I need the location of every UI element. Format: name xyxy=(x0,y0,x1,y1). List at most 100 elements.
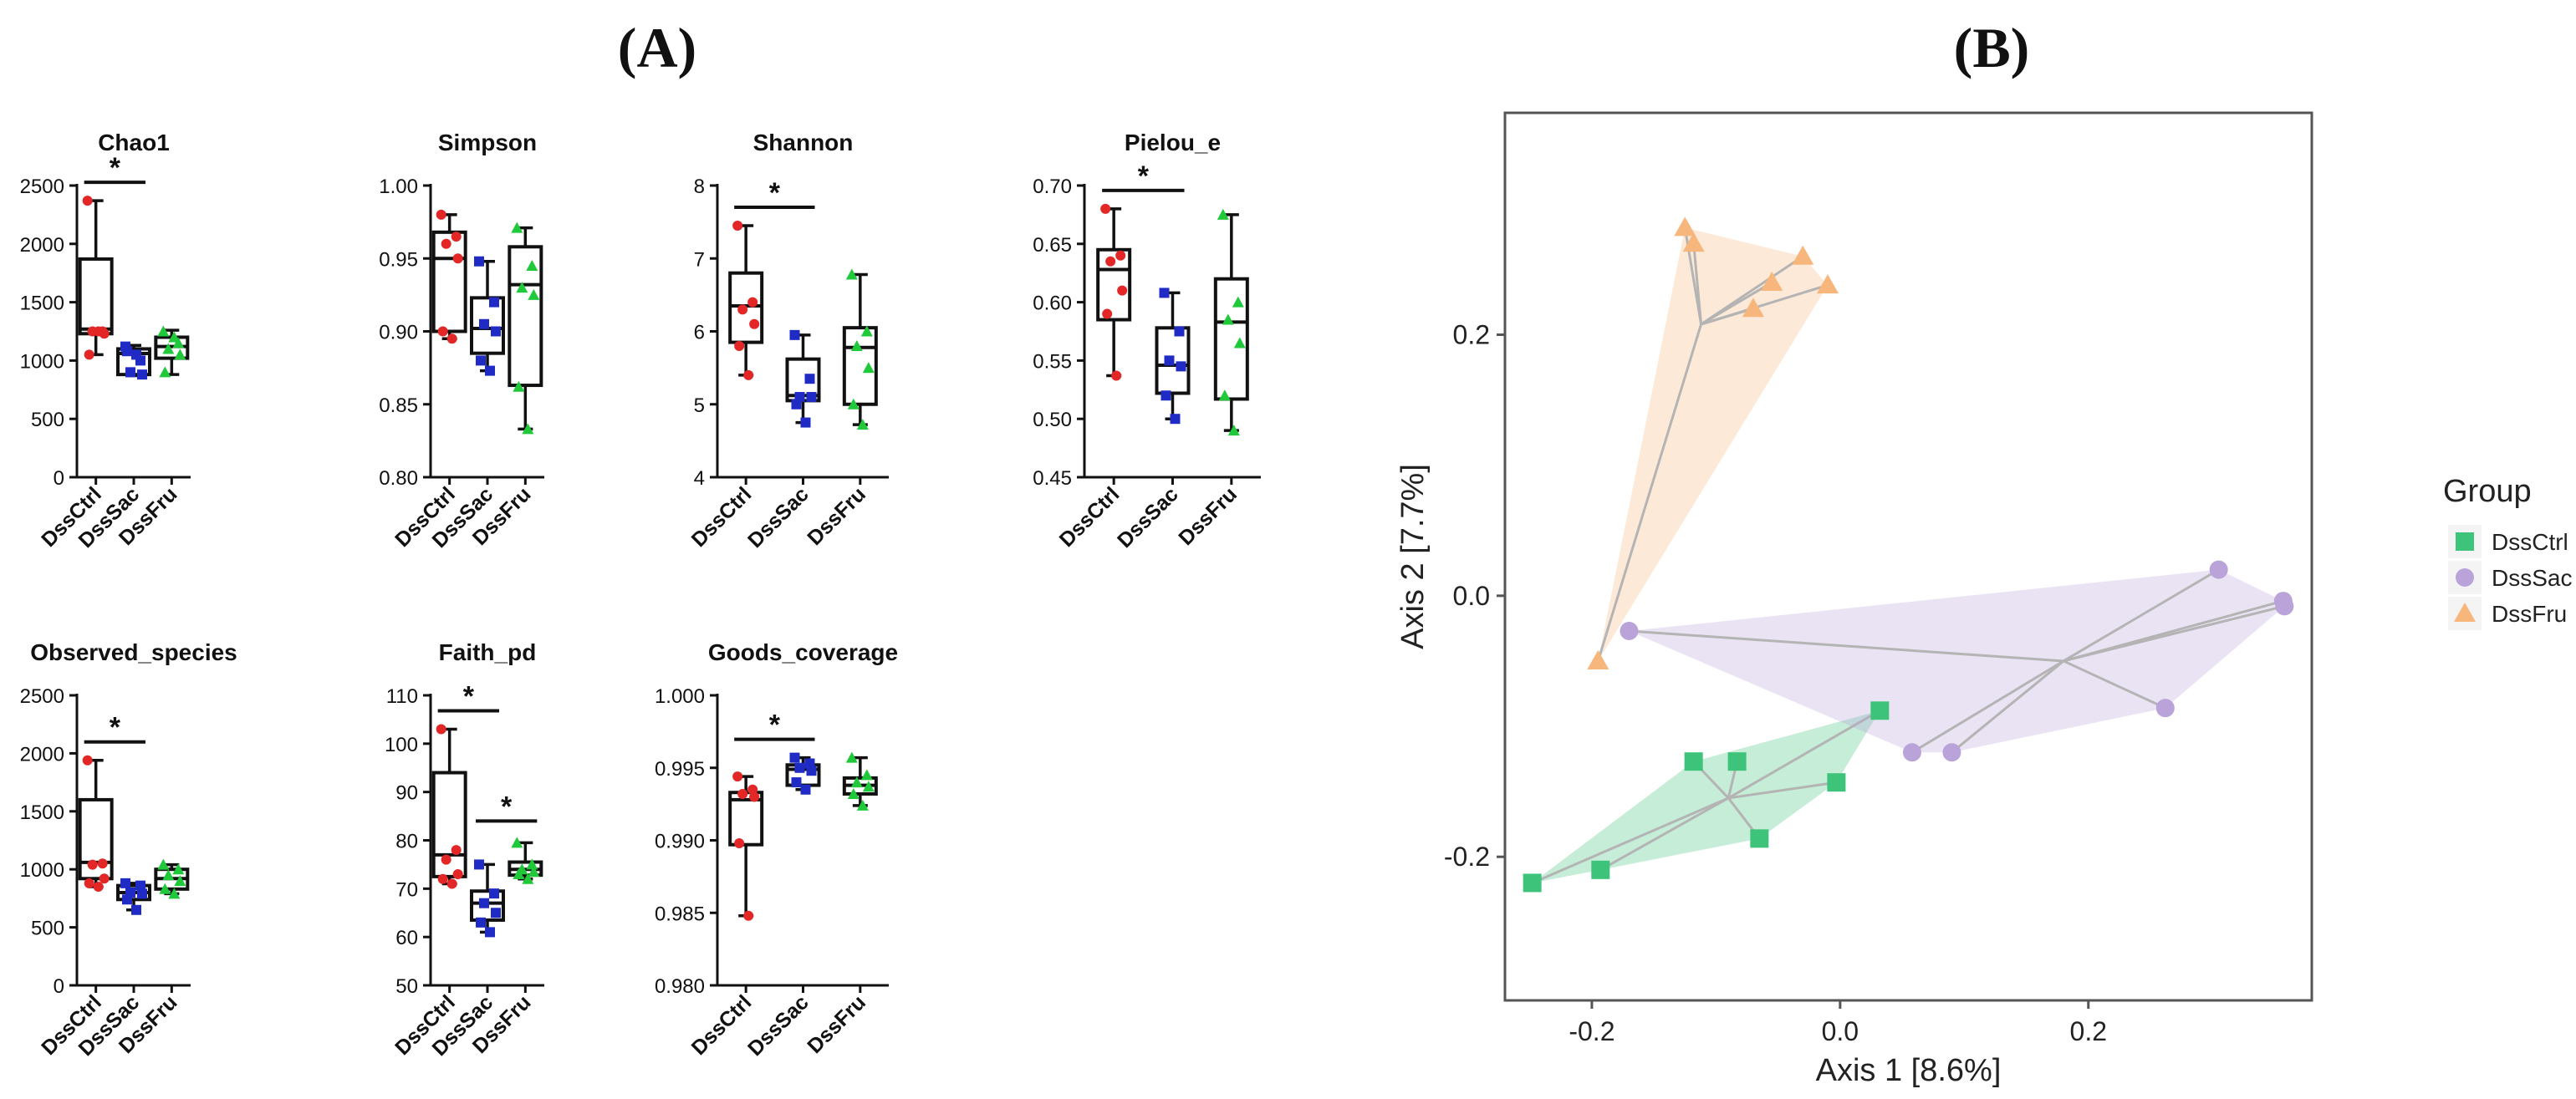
data-point xyxy=(1176,361,1186,372)
box-dssctrl xyxy=(728,220,764,380)
data-point xyxy=(93,326,104,337)
data-point xyxy=(806,766,817,776)
significance-bar: * xyxy=(437,680,499,713)
data-point xyxy=(528,866,540,878)
iqr-box xyxy=(508,245,543,388)
box-dsssac xyxy=(470,256,505,376)
box-dsssac xyxy=(785,329,821,428)
y-tick-label: 100 xyxy=(385,734,418,756)
iqr-box xyxy=(842,326,878,406)
x-tick-label-dssctrl: DssCtrl xyxy=(687,990,757,1060)
data-point xyxy=(162,869,175,881)
box-dssfru xyxy=(508,837,543,884)
significance-bar: * xyxy=(476,791,538,823)
data-point xyxy=(159,883,171,894)
data-point xyxy=(1117,285,1128,296)
y-tick-label: 0.50 xyxy=(1033,409,1072,431)
data-point xyxy=(1160,390,1171,401)
x-axis-label: Axis 1 [8.6%] xyxy=(1816,1053,2002,1088)
data-point xyxy=(451,232,462,242)
data-point xyxy=(131,904,141,915)
spider-line xyxy=(2063,568,2220,663)
chart-title: Observed_species xyxy=(30,639,237,665)
y-tick-label: 2500 xyxy=(20,176,64,198)
iqr-box xyxy=(431,771,467,878)
data-point xyxy=(172,337,185,349)
series-dssctrl xyxy=(1532,709,1881,884)
data-point xyxy=(1750,829,1769,848)
data-point xyxy=(1233,337,1246,349)
box-dssctrl xyxy=(78,755,114,893)
y-tick-label: 0.980 xyxy=(655,975,705,998)
data-point xyxy=(747,297,758,308)
x-tick-label-dssctrl: DssCtrl xyxy=(687,482,757,552)
y-tick-label: 0.985 xyxy=(655,903,705,925)
data-point xyxy=(131,349,141,360)
legend-label: DssSac xyxy=(2492,565,2572,591)
legend-title: Group xyxy=(2443,474,2532,509)
y-tick-label: 0 xyxy=(54,467,64,490)
data-point xyxy=(122,346,132,357)
y-tick-label: 2000 xyxy=(20,234,64,257)
significance-label: * xyxy=(501,791,513,822)
iqr-box xyxy=(431,230,467,333)
data-point xyxy=(800,417,811,428)
x-tick-label: 0.0 xyxy=(1822,1016,1859,1046)
data-point xyxy=(437,326,448,337)
data-point xyxy=(97,858,108,869)
spider-line xyxy=(1951,659,2065,754)
y-axis-label: Axis 2 [7.7%] xyxy=(1395,464,1431,649)
box-dssctrl xyxy=(728,771,764,921)
legend-label: DssFru xyxy=(2492,601,2567,627)
boxplot-pielou-e: Pielou_e0.450.500.550.600.650.70DssCtrlD… xyxy=(1033,130,1261,552)
data-point xyxy=(1100,203,1111,214)
data-point xyxy=(845,751,858,763)
significance-bar: * xyxy=(84,152,145,185)
data-point xyxy=(476,917,486,928)
box-dssctrl xyxy=(78,196,114,360)
data-point xyxy=(135,880,145,891)
data-point xyxy=(1174,326,1185,337)
y-tick-label: 0.45 xyxy=(1033,467,1072,490)
data-point xyxy=(2155,699,2175,718)
data-point xyxy=(737,304,748,315)
data-point xyxy=(791,399,802,410)
y-tick-label: 0.95 xyxy=(379,248,418,271)
data-point xyxy=(1591,860,1610,879)
data-point xyxy=(856,419,869,430)
data-point xyxy=(120,878,130,888)
data-point xyxy=(485,927,495,938)
boxplot-chao1: Chao105001000150020002500DssCtrlDssSacDs… xyxy=(20,130,191,552)
y-tick-label: 1000 xyxy=(20,350,64,373)
box-dssfru xyxy=(1213,208,1249,436)
x-tick-label-dssctrl: DssCtrl xyxy=(1055,482,1125,552)
iqr-box xyxy=(1155,326,1191,395)
data-point xyxy=(850,776,863,788)
box-dsssac xyxy=(116,341,151,380)
data-point xyxy=(137,888,147,899)
data-point xyxy=(516,282,528,293)
significance-label: * xyxy=(463,680,475,712)
chart-title: Shannon xyxy=(753,130,854,155)
box-dssctrl xyxy=(1096,203,1132,381)
x-tick-label-dsssac: DssSac xyxy=(743,482,814,552)
data-point xyxy=(526,858,538,870)
data-point xyxy=(1942,743,1961,762)
data-point xyxy=(1620,622,1639,641)
data-point xyxy=(528,288,540,300)
data-point xyxy=(1102,308,1113,319)
legend-marker xyxy=(2456,568,2474,587)
iqr-box xyxy=(470,296,505,355)
data-point xyxy=(93,882,104,893)
data-point xyxy=(485,365,495,376)
group-hull xyxy=(1598,227,1828,661)
data-point xyxy=(862,362,875,374)
data-point xyxy=(1792,245,1814,265)
y-tick-label: 0.2 xyxy=(1453,320,1490,350)
data-point xyxy=(1227,425,1240,436)
data-point xyxy=(82,755,93,766)
data-point xyxy=(446,878,457,889)
spider-line xyxy=(1532,796,1729,884)
y-tick-label: 80 xyxy=(395,831,418,853)
